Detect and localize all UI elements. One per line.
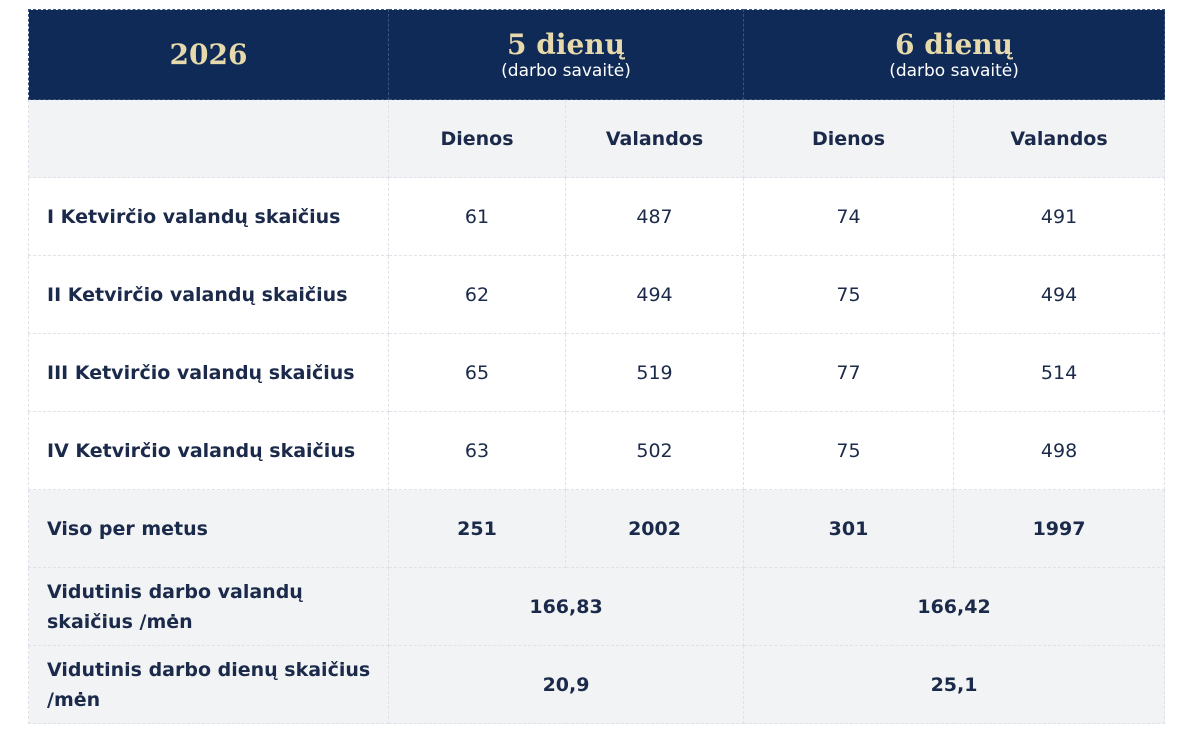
group-title: 6 dienų	[895, 27, 1014, 61]
header-row: 2026 5 dienų (darbo savaitė) 6 dienų (darb…	[28, 9, 1166, 100]
table-row: Vidutinis darbo valandų skaičius /mėn 166…	[28, 567, 1166, 646]
row-label: Vidutinis darbo dienų skaičius /mėn	[28, 645, 389, 724]
row-label: II Ketvirčio valandų skaičius	[28, 255, 389, 334]
row-label: IV Ketvirčio valandų skaičius	[28, 411, 389, 490]
hours-table: 2026 5 dienų (darbo savaitė) 6 dienų (darb…	[28, 9, 1166, 724]
empty-cell	[28, 99, 389, 178]
subheader-cell: Valandos	[953, 99, 1166, 178]
row-label: Viso per metus	[28, 489, 389, 568]
value-cell: 502	[564, 411, 745, 490]
value-cell: 494	[564, 255, 745, 334]
table-row: Vidutinis darbo dienų skaičius /mėn 20,9 2…	[28, 645, 1166, 724]
header-cell: 5 dienų (darbo savaitė)	[387, 9, 745, 100]
value-cell: 77	[743, 333, 955, 412]
row-label: I Ketvirčio valandų skaičius	[28, 177, 389, 256]
value-cell: 166,42	[743, 567, 1166, 646]
table-row: II Ketvirčio valandų skaičius 62 494 75 494	[28, 255, 1166, 334]
group-title: 5 dienų	[507, 27, 625, 61]
value-cell: 65	[388, 333, 566, 412]
value-cell: 1997	[953, 489, 1166, 568]
value-cell: 20,9	[387, 645, 745, 724]
table-row: III Ketvirčio valandų skaičius 65 519 77 514	[28, 333, 1166, 412]
value-cell: 494	[953, 255, 1166, 334]
table-row: Viso per metus 251 2002 301 1997	[28, 489, 1166, 568]
subheader-row: Dienos Valandos Dienos Valandos	[28, 99, 1166, 178]
header-cell: 6 dienų (darbo savaitė)	[743, 9, 1166, 100]
value-cell: 74	[743, 177, 955, 256]
subheader-cell: Valandos	[564, 99, 745, 178]
value-cell: 75	[743, 255, 955, 334]
row-label: Vidutinis darbo valandų skaičius /mėn	[28, 567, 389, 646]
value-cell: 63	[388, 411, 566, 490]
value-cell: 75	[743, 411, 955, 490]
value-cell: 514	[953, 333, 1166, 412]
header-cell: 2026	[28, 9, 389, 100]
table-row: I Ketvirčio valandų skaičius 61 487 74 491	[28, 177, 1166, 256]
value-cell: 61	[388, 177, 566, 256]
group-subtitle: (darbo savaitė)	[501, 60, 631, 81]
value-cell: 487	[564, 177, 745, 256]
group-subtitle: (darbo savaitė)	[889, 60, 1019, 81]
value-cell: 166,83	[387, 567, 745, 646]
value-cell: 62	[388, 255, 566, 334]
table-body: Dienos Valandos Dienos Valandos I Ketvir…	[28, 99, 1166, 724]
value-cell: 491	[953, 177, 1166, 256]
row-label: III Ketvirčio valandų skaičius	[28, 333, 389, 412]
value-cell: 498	[953, 411, 1166, 490]
value-cell: 25,1	[743, 645, 1166, 724]
value-cell: 2002	[564, 489, 745, 568]
year: 2026	[169, 37, 248, 71]
subheader-cell: Dienos	[743, 99, 955, 178]
value-cell: 251	[388, 489, 566, 568]
value-cell: 301	[743, 489, 955, 568]
subheader-cell: Dienos	[388, 99, 566, 178]
value-cell: 519	[564, 333, 745, 412]
table-row: IV Ketvirčio valandų skaičius 63 502 75 498	[28, 411, 1166, 490]
